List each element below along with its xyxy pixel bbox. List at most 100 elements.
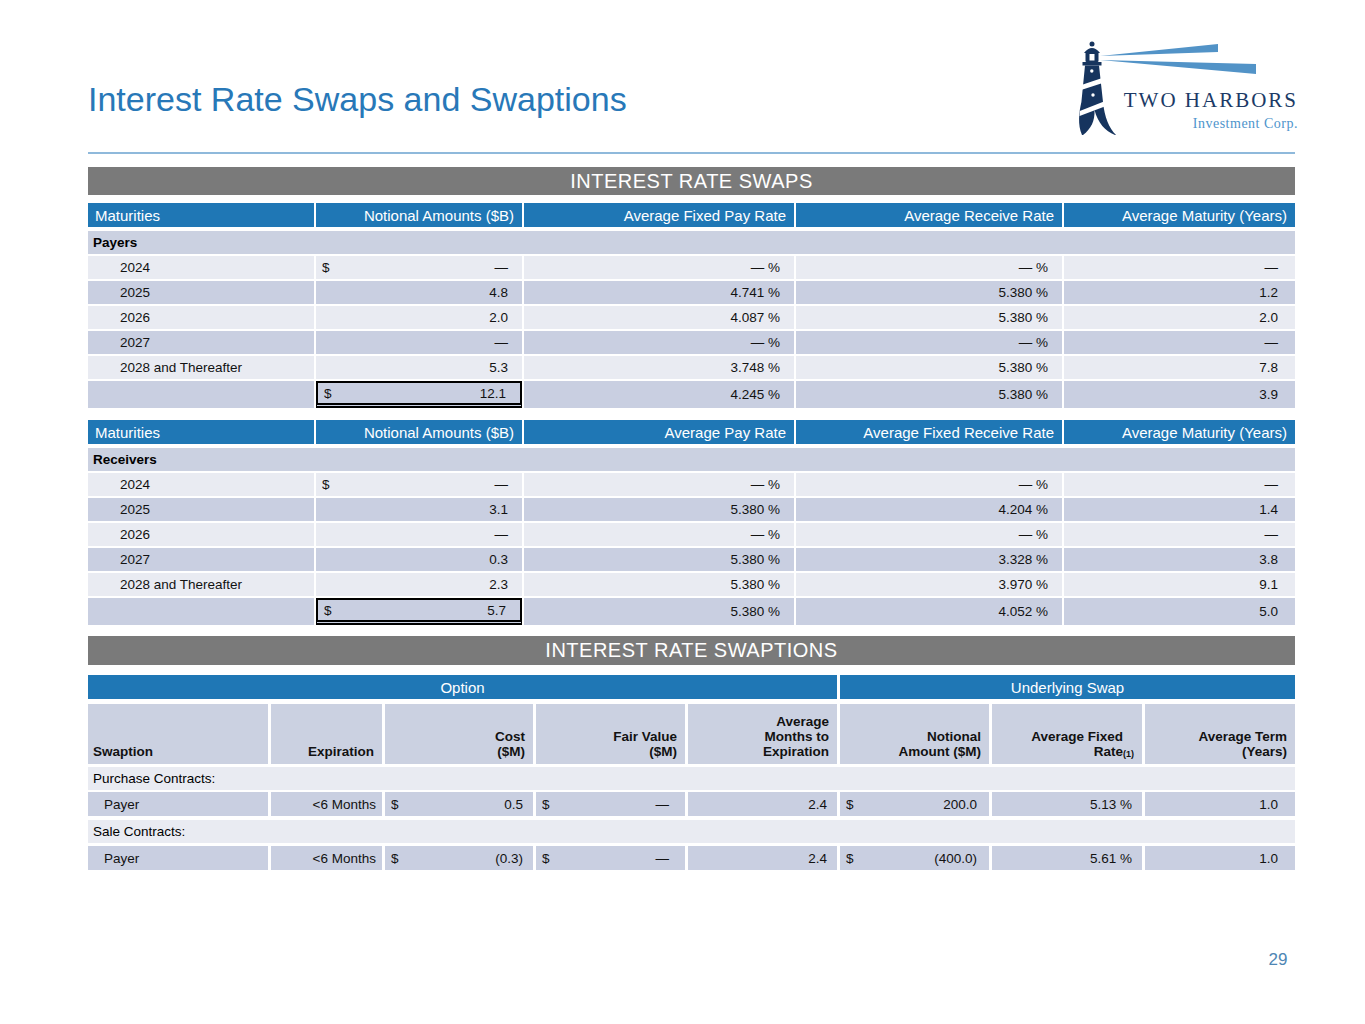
value: —	[495, 335, 509, 350]
avg-maturity-cell: —	[1064, 256, 1295, 279]
payers-header-row: Maturities Notional Amounts ($B) Average…	[88, 203, 1295, 227]
dollar-sign: $	[391, 797, 399, 812]
pay-rate-cell: 5.380 %	[524, 598, 794, 625]
title-divider	[88, 152, 1295, 154]
payers-group-label: Payers	[88, 231, 1295, 254]
notional-cell: —	[316, 523, 522, 546]
company-logo: TWO HARBORS Investment Corp.	[1070, 40, 1300, 138]
swaptions-header-row: Swaption Expiration Cost ($M) Fair Value…	[88, 704, 1295, 764]
notional-cell: $ —	[316, 256, 522, 279]
receive-rate-cell: — %	[796, 256, 1062, 279]
swaption-header: Swaption	[88, 704, 268, 764]
avg-maturity-cell: —	[1064, 473, 1295, 496]
expiration-cell: <6 Months	[271, 792, 382, 816]
pay-rate-cell: 4.087 %	[524, 306, 794, 329]
notional-total-cell: $ 5.7	[316, 598, 522, 625]
value: 2.3	[489, 577, 508, 592]
avg-maturity-cell: 3.8	[1064, 548, 1295, 571]
value: 200.0	[943, 797, 977, 812]
expiration-header: Expiration	[271, 704, 382, 764]
total-row: $ 12.1 4.245 % 5.380 % 3.9	[88, 381, 1295, 408]
months-cell: 2.4	[688, 846, 837, 870]
notional-cell: 3.1	[316, 498, 522, 521]
pay-rate-cell: 4.245 %	[524, 381, 794, 408]
rate-cell: 5.61 %	[992, 846, 1142, 870]
maturity-cell: 2027	[88, 548, 314, 571]
maturity-cell	[88, 381, 314, 408]
receivers-header-row: Maturities Notional Amounts ($B) Average…	[88, 420, 1295, 444]
underlying-swap-group-header: Underlying Swap	[840, 675, 1295, 699]
value: 5.3	[489, 360, 508, 375]
maturity-cell: 2024	[88, 256, 314, 279]
avg-maturity-cell: 3.9	[1064, 381, 1295, 408]
receive-rate-cell: 5.380 %	[796, 306, 1062, 329]
pay-rate-cell: 5.380 %	[524, 573, 794, 596]
table-row: 2025 3.1 5.380 % 4.204 % 1.4	[88, 498, 1295, 521]
dollar-sign: $	[846, 851, 854, 866]
table-row: 2027 0.3 5.380 % 3.328 % 3.8	[88, 548, 1295, 571]
value: 0.3	[489, 552, 508, 567]
receive-rate-header: Average Receive Rate	[796, 203, 1062, 227]
notional-cell: 2.0	[316, 306, 522, 329]
value: —	[495, 477, 509, 492]
maturity-cell: 2026	[88, 523, 314, 546]
swaptions-section-header: INTEREST RATE SWAPTIONS	[88, 636, 1295, 665]
notional-cell: $ —	[316, 473, 522, 496]
table-row: 2027 — — % — % —	[88, 331, 1295, 354]
pay-rate-cell: — %	[524, 331, 794, 354]
option-group-header: Option	[88, 675, 837, 699]
avg-maturity-cell: 2.0	[1064, 306, 1295, 329]
dollar-sign: $	[324, 603, 332, 618]
tables-area: INTEREST RATE SWAPS Maturities Notional …	[88, 167, 1295, 872]
page-number: 29	[1256, 950, 1300, 970]
pay-rate-cell: 5.380 %	[524, 548, 794, 571]
page-title: Interest Rate Swaps and Swaptions	[88, 80, 627, 119]
term-cell: 1.0	[1145, 792, 1295, 816]
value: 4.8	[489, 285, 508, 300]
fair-value-header: Fair Value ($M)	[536, 704, 685, 764]
maturity-cell: 2024	[88, 473, 314, 496]
notional-cell: 2.3	[316, 573, 522, 596]
table-row: 2028 and Thereafter 2.3 5.380 % 3.970 % …	[88, 573, 1295, 596]
fair-value-cell: $ —	[536, 846, 685, 870]
value: 3.1	[489, 502, 508, 517]
table-row: Payer <6 Months $ (0.3) $ — 2.4 $ (400.0…	[88, 846, 1295, 870]
receive-rate-cell: 5.380 %	[796, 356, 1062, 379]
value: 12.1	[480, 386, 506, 401]
maturity-cell: 2025	[88, 498, 314, 521]
notional-amount-header: Notional Amount ($M)	[840, 704, 989, 764]
avg-maturity-header: Average Maturity (Years)	[1064, 420, 1295, 444]
notional-cell: 4.8	[316, 281, 522, 304]
expiration-cell: <6 Months	[271, 846, 382, 870]
pay-rate-cell: 5.380 %	[524, 498, 794, 521]
value: —	[656, 797, 670, 812]
notional-cell: 5.3	[316, 356, 522, 379]
receive-rate-cell: 3.328 %	[796, 548, 1062, 571]
dollar-sign: $	[324, 386, 332, 401]
maturity-cell: 2025	[88, 281, 314, 304]
avg-maturity-cell: 1.4	[1064, 498, 1295, 521]
cost-cell: $ (0.3)	[385, 846, 533, 870]
dollar-sign: $	[391, 851, 399, 866]
logo-company-name: TWO HARBORS	[1124, 88, 1298, 113]
table-row: 2028 and Thereafter 5.3 3.748 % 5.380 % …	[88, 356, 1295, 379]
maturity-cell: 2028 and Thereafter	[88, 573, 314, 596]
avg-maturity-cell: —	[1064, 331, 1295, 354]
maturities-header: Maturities	[88, 203, 314, 227]
receive-rate-cell: 3.970 %	[796, 573, 1062, 596]
fixed-pay-rate-header: Average Fixed Pay Rate	[524, 203, 794, 227]
fixed-receive-rate-header: Average Fixed Receive Rate	[796, 420, 1062, 444]
avg-maturity-cell: 9.1	[1064, 573, 1295, 596]
value: 2.0	[489, 310, 508, 325]
notional-cell: $ (400.0)	[840, 846, 989, 870]
pay-rate-cell: — %	[524, 473, 794, 496]
value: (400.0)	[934, 851, 977, 866]
receive-rate-cell: 5.380 %	[796, 281, 1062, 304]
avg-maturity-cell: 5.0	[1064, 598, 1295, 625]
dollar-sign: $	[542, 797, 550, 812]
cost-cell: $ 0.5	[385, 792, 533, 816]
table-row: 2026 — — % — % —	[88, 523, 1295, 546]
pay-rate-header: Average Pay Rate	[524, 420, 794, 444]
receive-rate-cell: — %	[796, 523, 1062, 546]
maturity-cell	[88, 598, 314, 625]
